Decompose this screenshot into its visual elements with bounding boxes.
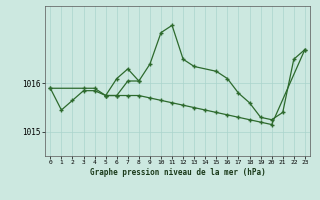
X-axis label: Graphe pression niveau de la mer (hPa): Graphe pression niveau de la mer (hPa) — [90, 168, 266, 177]
